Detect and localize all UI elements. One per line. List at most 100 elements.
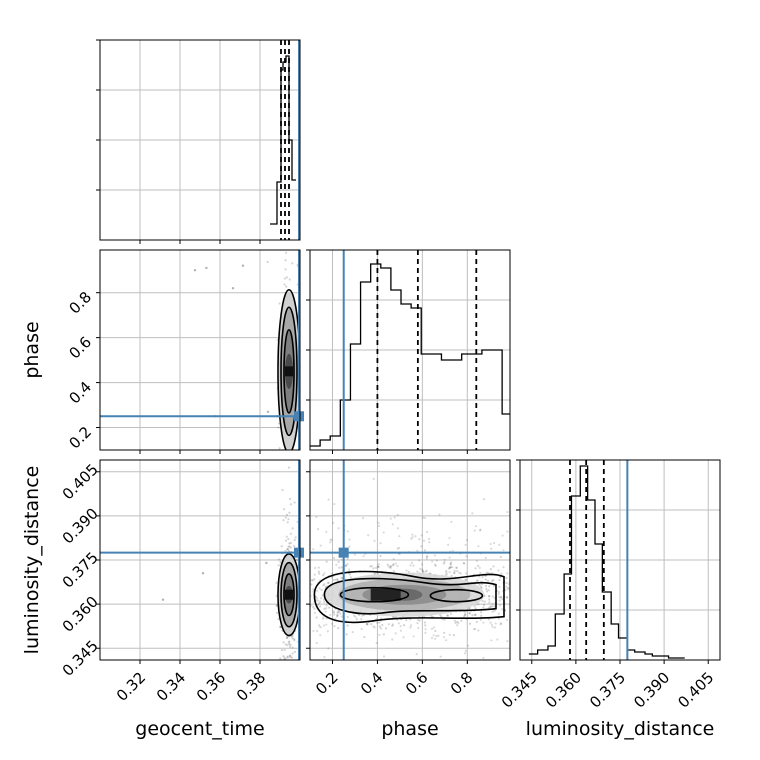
scatter-point	[453, 569, 456, 572]
panel-geocent_time-vs-phase-frame	[99, 249, 301, 451]
scatter-point	[289, 643, 292, 647]
y-tick-label: 0.345	[59, 637, 102, 680]
scatter-point	[277, 558, 280, 561]
scatter-point	[282, 655, 285, 658]
scatter-point	[349, 576, 353, 579]
scatter-point	[468, 622, 472, 625]
scatter-point	[434, 564, 437, 567]
scatter-point	[488, 585, 491, 588]
scatter-point	[474, 613, 477, 617]
scatter-point	[424, 628, 427, 631]
x-tick-label: 0.4	[357, 668, 387, 698]
scatter-point	[389, 566, 392, 569]
scatter-point	[312, 629, 315, 633]
scatter-point	[345, 633, 348, 636]
scatter-point	[431, 636, 434, 640]
scatter-point	[479, 571, 482, 575]
scatter-point	[288, 545, 291, 548]
scatter-point	[322, 624, 326, 627]
scatter-point	[241, 264, 245, 267]
scatter-point	[464, 543, 467, 547]
scatter-point	[293, 501, 296, 504]
x-tick-label: 0.8	[447, 668, 477, 698]
scatter-point	[363, 635, 366, 639]
scatter-point	[506, 510, 509, 514]
scatter-point	[427, 537, 431, 541]
scatter-point	[434, 629, 437, 633]
scatter-point	[379, 627, 383, 630]
y-tick-label: 0.4	[65, 378, 95, 408]
scatter-point	[418, 538, 421, 541]
scatter-point	[445, 571, 448, 574]
scatter-point	[410, 537, 413, 540]
contour-middle	[280, 561, 298, 628]
scatter-point	[315, 589, 319, 592]
scatter-point	[475, 620, 478, 624]
scatter-point	[567, 600, 569, 602]
scatter-point	[489, 568, 493, 571]
scatter-point	[442, 636, 446, 639]
scatter-point	[397, 546, 401, 550]
scatter-point	[402, 624, 406, 627]
scatter-point	[391, 638, 394, 641]
scatter-point	[231, 287, 235, 290]
scatter-point	[449, 562, 452, 565]
scatter-point	[285, 535, 288, 538]
scatter-point	[424, 631, 427, 634]
scatter-point	[161, 598, 165, 601]
scatter-point	[516, 619, 518, 621]
scatter-point	[396, 513, 399, 517]
scatter-point	[518, 605, 520, 607]
scatter-point	[355, 618, 358, 621]
scatter-point	[527, 592, 529, 594]
scatter-point	[278, 455, 280, 457]
scatter-point	[415, 653, 418, 656]
scatter-point	[325, 604, 328, 607]
scatter-point	[474, 607, 477, 610]
scatter-point	[289, 655, 292, 659]
scatter-point	[492, 565, 495, 568]
scatter-point	[289, 532, 292, 535]
labels-layer: geocent_time phase luminosity_distance p…	[21, 321, 714, 740]
scatter-point	[312, 548, 315, 551]
scatter-point	[488, 601, 491, 604]
panel-geocent_time-vs-phase-grid	[100, 250, 300, 450]
scatter-point	[277, 617, 280, 621]
scatter-point	[449, 563, 452, 566]
x-tick-label: 0.32	[113, 668, 149, 704]
scatter-point	[445, 569, 448, 573]
scatter-point	[292, 673, 294, 675]
scatter-point	[478, 566, 481, 569]
scatter-point	[329, 538, 332, 542]
scatter-point	[313, 573, 316, 576]
scatter-point	[319, 625, 322, 629]
scatter-point	[399, 625, 402, 628]
scatter-point	[448, 570, 451, 574]
x-tick-label: 0.34	[153, 668, 189, 704]
scatter-point	[279, 626, 282, 629]
scatter-point	[367, 534, 370, 537]
scatter-point	[292, 663, 294, 665]
scatter-point	[329, 613, 332, 617]
scatter-point	[193, 269, 197, 272]
scatter-point	[279, 657, 282, 660]
scatter-point	[370, 622, 373, 626]
scatter-point	[465, 555, 468, 558]
scatter-point	[252, 578, 254, 580]
scatter-point	[522, 589, 524, 591]
scatter-point	[479, 618, 482, 622]
scatter-point	[389, 564, 393, 568]
scatter-point	[327, 647, 330, 650]
scatter-point	[489, 605, 492, 608]
scatter-point	[310, 579, 313, 582]
truth-marker	[294, 411, 304, 422]
scatter-point	[288, 674, 290, 676]
scatter-point	[489, 605, 492, 608]
scatter-point	[459, 572, 462, 575]
scatter-point	[319, 544, 322, 547]
scatter-point	[366, 623, 369, 626]
scatter-point	[310, 583, 313, 586]
scatter-point	[537, 594, 539, 596]
scatter-point	[313, 578, 316, 581]
